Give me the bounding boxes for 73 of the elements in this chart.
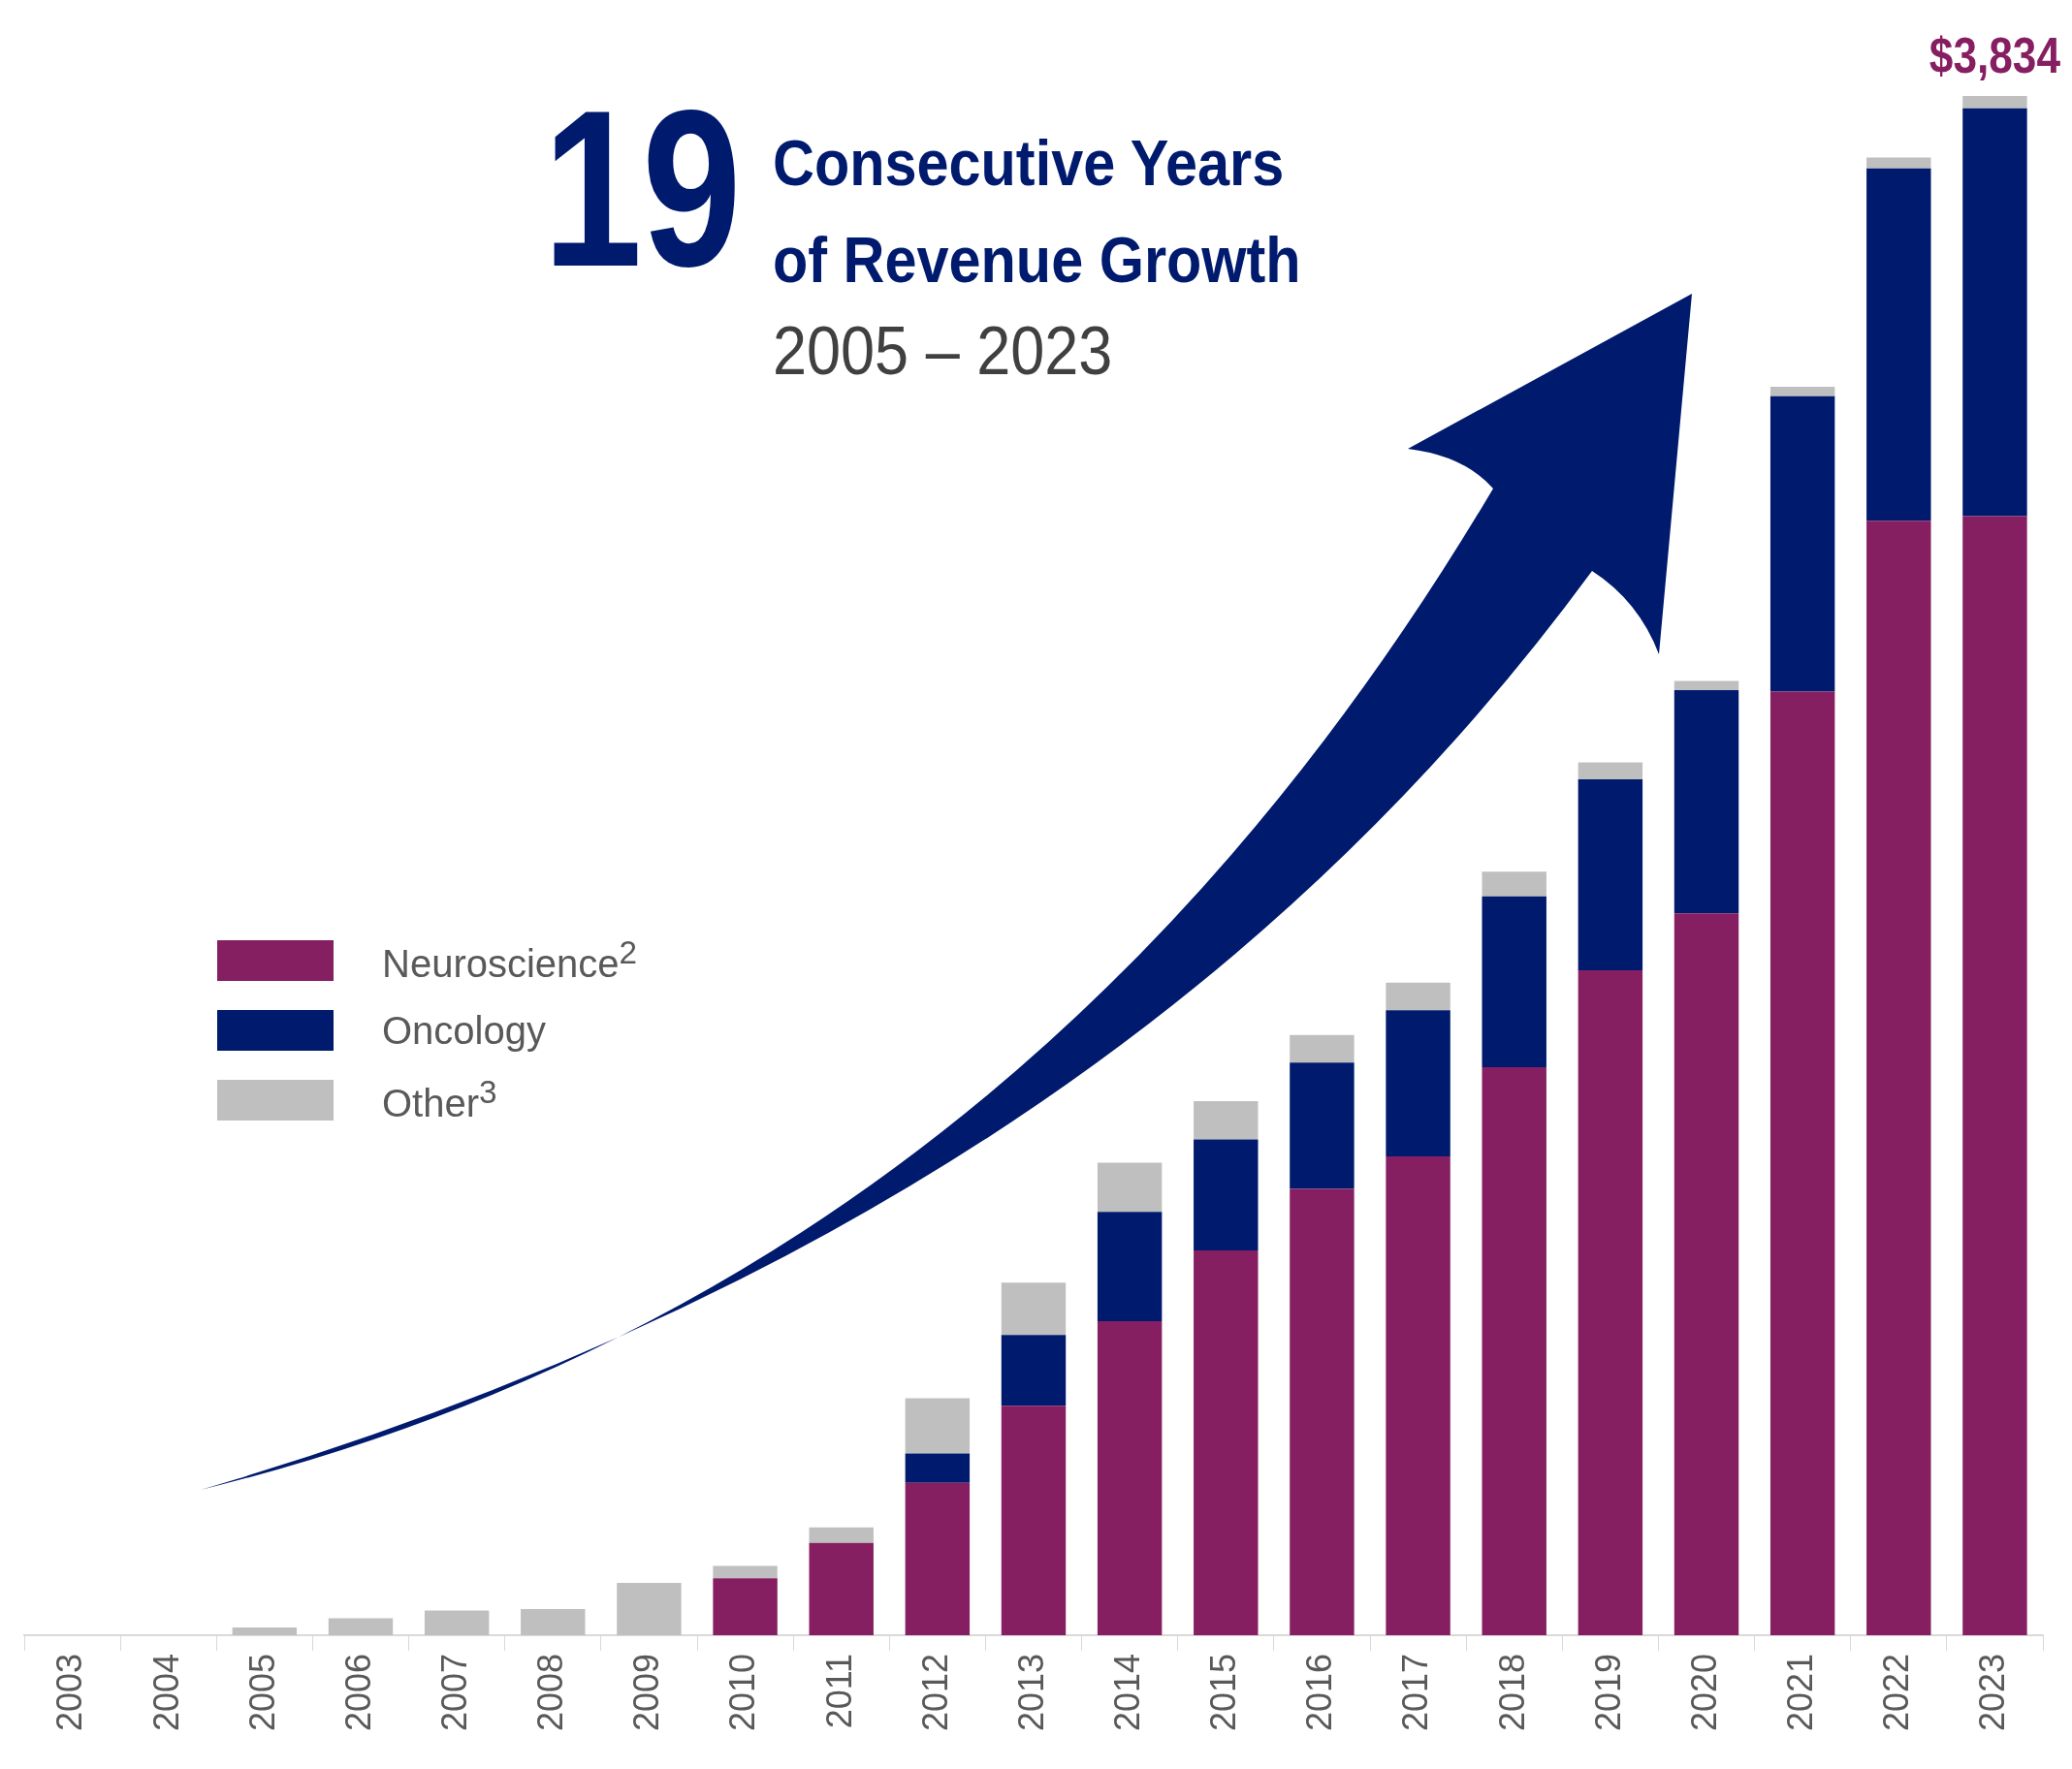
annotation: 19 [543, 64, 742, 313]
x-tick-label: 2023 [1972, 1653, 2013, 1732]
bar [328, 1618, 394, 1635]
legend-label: Other$^{3}$ [382, 1074, 497, 1126]
bar [1578, 779, 1643, 970]
x-tick-label: 2004 [145, 1653, 186, 1732]
bar [1290, 1062, 1355, 1189]
bar [1769, 387, 1835, 396]
bar [1386, 982, 1450, 1011]
x-tick-label: 2011 [818, 1653, 859, 1729]
x-tick-label: 2013 [1010, 1653, 1051, 1732]
bar [1194, 1249, 1259, 1635]
x-tick-label: 2018 [1491, 1653, 1532, 1732]
x-tick-label: 2022 [1876, 1653, 1917, 1732]
bar [1866, 168, 1931, 521]
bar [1290, 1188, 1355, 1635]
bar [424, 1610, 490, 1635]
x-tick-label: 2010 [722, 1653, 763, 1732]
x-tick-label: 2016 [1299, 1653, 1340, 1732]
bar [1962, 516, 2027, 1635]
x-tick-label: 2017 [1395, 1653, 1436, 1732]
bar [1482, 896, 1546, 1067]
bar [905, 1482, 971, 1635]
x-tick-label: 2020 [1683, 1653, 1724, 1732]
bar [1962, 96, 2027, 109]
bar [232, 1627, 298, 1635]
text: 2005 – 2023 [773, 312, 1113, 390]
bar [809, 1527, 874, 1543]
bar [1001, 1335, 1067, 1406]
x-tick-label: 2012 [914, 1653, 955, 1732]
bar [1674, 680, 1739, 690]
bar [1578, 969, 1643, 1635]
bar [1769, 395, 1835, 692]
bar [905, 1453, 971, 1483]
bar [1482, 871, 1546, 897]
bar [713, 1565, 778, 1579]
bar [1290, 1034, 1355, 1063]
bar [1001, 1406, 1067, 1635]
bar [1386, 1010, 1450, 1157]
bar [1386, 1156, 1450, 1635]
bar [1097, 1162, 1163, 1213]
x-tick-label: 2015 [1203, 1653, 1244, 1732]
annotation: $3,834 [1929, 26, 2061, 84]
x-tick-label: 2006 [337, 1653, 378, 1732]
text: Consecutive Years of Revenue Growth [773, 126, 1302, 298]
bar [1674, 689, 1739, 914]
x-tick-label: 2014 [1107, 1653, 1148, 1732]
x-tick-label: 2021 [1780, 1653, 1821, 1732]
bar [1482, 1066, 1546, 1635]
bar [617, 1582, 682, 1635]
legend-label: Oncology [382, 1008, 546, 1053]
x-tick-label: 2019 [1587, 1653, 1628, 1732]
legend-label: Neuroscience$^{2}$ [382, 934, 638, 987]
bar [713, 1578, 778, 1635]
bar [1674, 913, 1739, 1635]
bar [1866, 521, 1931, 1635]
bar [1001, 1282, 1067, 1336]
bar [1194, 1100, 1259, 1140]
bar [521, 1608, 586, 1635]
x-tick-label: 2008 [530, 1653, 571, 1732]
x-tick-label: 2007 [434, 1653, 475, 1732]
bar [1194, 1139, 1259, 1250]
bar [1097, 1212, 1163, 1321]
bar [905, 1398, 971, 1454]
bar [1097, 1320, 1163, 1635]
x-tick-label: 2009 [626, 1653, 667, 1732]
x-tick-label: 2005 [241, 1653, 282, 1732]
bar [1578, 762, 1643, 780]
bar [1769, 691, 1835, 1635]
bar [1866, 157, 1931, 169]
x-tick-label: 2003 [49, 1653, 90, 1732]
bar [1962, 108, 2027, 517]
bar [809, 1542, 874, 1635]
